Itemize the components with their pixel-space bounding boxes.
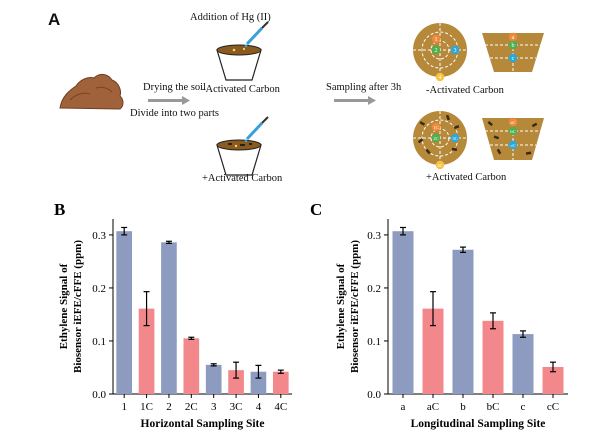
pipette-icon bbox=[244, 21, 269, 48]
bar-c bbox=[512, 334, 534, 394]
cup-dot-c bbox=[508, 53, 518, 63]
x-tick-label-2C: 2C bbox=[185, 401, 198, 413]
site-label-2: 2 bbox=[435, 48, 438, 54]
cup-minus-ac-icon bbox=[216, 44, 262, 81]
chart-b: B 0.0 0.1 0.2 0.3 1 1C 2 2C 3 3C 4 4C Horizontal Sam… bbox=[54, 200, 292, 430]
bar-4C bbox=[272, 371, 289, 394]
y-tick-label: 0.1 bbox=[367, 336, 381, 348]
bar-aC bbox=[422, 308, 444, 394]
bar-4 bbox=[250, 371, 267, 394]
site-dot-4C bbox=[435, 160, 445, 170]
panel-letter-b: B bbox=[54, 200, 65, 219]
bar-3C bbox=[228, 370, 244, 394]
x-axis-title: Longitudinal Sampling Site bbox=[411, 418, 546, 430]
cup-dot-cC bbox=[508, 140, 518, 150]
x-tick-label-c: c bbox=[521, 401, 526, 413]
arrow-drying bbox=[148, 96, 190, 105]
site-label-1C: 1C bbox=[433, 125, 438, 130]
label-result-plus: +Activated Carbon bbox=[426, 172, 507, 183]
bar-2 bbox=[161, 242, 177, 394]
bar-a bbox=[392, 231, 414, 394]
y-tick-label: 0.2 bbox=[367, 283, 381, 295]
site-dot-1 bbox=[431, 34, 441, 44]
label-minus-ac: -Activated Carbon bbox=[202, 84, 280, 95]
cup-plus-ac-icon bbox=[216, 139, 262, 176]
label-plus-ac: +Activated Carbon bbox=[202, 173, 283, 184]
panel-letter-a: A bbox=[48, 10, 61, 29]
cup-dot-aC bbox=[508, 117, 518, 127]
label-addition: Addition of Hg (II) bbox=[190, 12, 271, 23]
workflow-graphic: 1 2 3 4 1C 2C 3C 4C ab c aC bC cC bbox=[59, 21, 544, 176]
site-label-3: 3 bbox=[454, 48, 457, 54]
x-tick-label-b: b bbox=[460, 401, 466, 413]
site-dot-4 bbox=[435, 72, 445, 82]
x-tick-label-2: 2 bbox=[166, 401, 172, 413]
y-axis-title-line2: Biosensor iEFE/cFFE (ppm) bbox=[349, 240, 361, 373]
site-label-4: 4 bbox=[439, 75, 442, 81]
site-dot-1C bbox=[431, 122, 441, 132]
site-dot-2C bbox=[431, 133, 441, 143]
y-tick-label: 0.0 bbox=[92, 389, 106, 401]
x-tick-label-a: a bbox=[401, 401, 406, 413]
x-axis-title: Horizontal Sampling Site bbox=[141, 418, 265, 430]
y-tick-label: 0.3 bbox=[367, 230, 381, 242]
cup-dot-a bbox=[508, 32, 518, 42]
bar-bC bbox=[482, 320, 504, 394]
cup-label-bC: bC bbox=[510, 129, 515, 134]
bar-1 bbox=[116, 231, 133, 394]
x-tick-label-1: 1 bbox=[121, 401, 127, 413]
y-axis-title-line2: Biosensor iEFE/cFFE (ppm) bbox=[72, 240, 84, 373]
x-tick-label-4: 4 bbox=[256, 401, 262, 413]
cup-label-a: a bbox=[512, 35, 515, 41]
x-tick-label-3C: 3C bbox=[230, 401, 243, 413]
top-view-minus-ac bbox=[413, 23, 467, 81]
label-result-minus: -Activated Carbon bbox=[426, 85, 504, 96]
cup-label-aC: aC bbox=[510, 120, 515, 125]
bar-b bbox=[452, 249, 474, 394]
label-sampling: Sampling after 3h bbox=[326, 82, 402, 93]
site-label-4C: 4C bbox=[437, 163, 442, 168]
cup-label-c: c bbox=[512, 56, 515, 62]
x-tick-label-3: 3 bbox=[211, 401, 217, 413]
site-dot-3C bbox=[450, 133, 460, 143]
site-dot-3 bbox=[450, 45, 460, 55]
bar-cC bbox=[542, 366, 564, 394]
bar-1C bbox=[138, 308, 155, 394]
x-tick-label-cC: cC bbox=[547, 401, 559, 413]
panel-letter-c: C bbox=[310, 200, 322, 219]
bar-2C bbox=[183, 338, 200, 394]
top-view-plus-ac bbox=[413, 111, 467, 169]
arrow-sampling bbox=[334, 96, 376, 105]
y-tick-label: 0.0 bbox=[367, 389, 381, 401]
y-tick-label: 0.1 bbox=[92, 336, 106, 348]
pipette-icon bbox=[244, 116, 269, 143]
y-tick-label: 0.2 bbox=[92, 283, 106, 295]
site-label-1: 1 bbox=[435, 37, 438, 43]
cup-dot-bC bbox=[508, 126, 518, 136]
soil-pile-icon bbox=[59, 73, 124, 110]
y-tick-label: 0.3 bbox=[92, 230, 106, 242]
cup-label-b: b bbox=[512, 43, 515, 49]
y-axis-title-line1: Ethylene Signal of bbox=[58, 263, 70, 349]
y-axis-title-line1: Ethylene Signal of bbox=[335, 263, 347, 349]
cup-dot-b bbox=[508, 40, 518, 50]
x-tick-label-aC: aC bbox=[427, 401, 439, 413]
x-tick-label-4C: 4C bbox=[274, 401, 287, 413]
site-markers: 1 2 3 4 1C 2C 3C 4C ab c aC bC cC bbox=[431, 32, 518, 170]
bar-3 bbox=[205, 364, 222, 394]
x-tick-label-1C: 1C bbox=[140, 401, 153, 413]
site-label-2C: 2C bbox=[433, 136, 438, 141]
x-tick-label-bC: bC bbox=[487, 401, 500, 413]
cup-label-cC: cC bbox=[510, 143, 515, 148]
label-divide: Divide into two parts bbox=[130, 108, 219, 119]
label-drying: Drying the soil bbox=[143, 82, 206, 93]
site-label-3C: 3C bbox=[452, 136, 457, 141]
site-dot-2 bbox=[431, 45, 441, 55]
